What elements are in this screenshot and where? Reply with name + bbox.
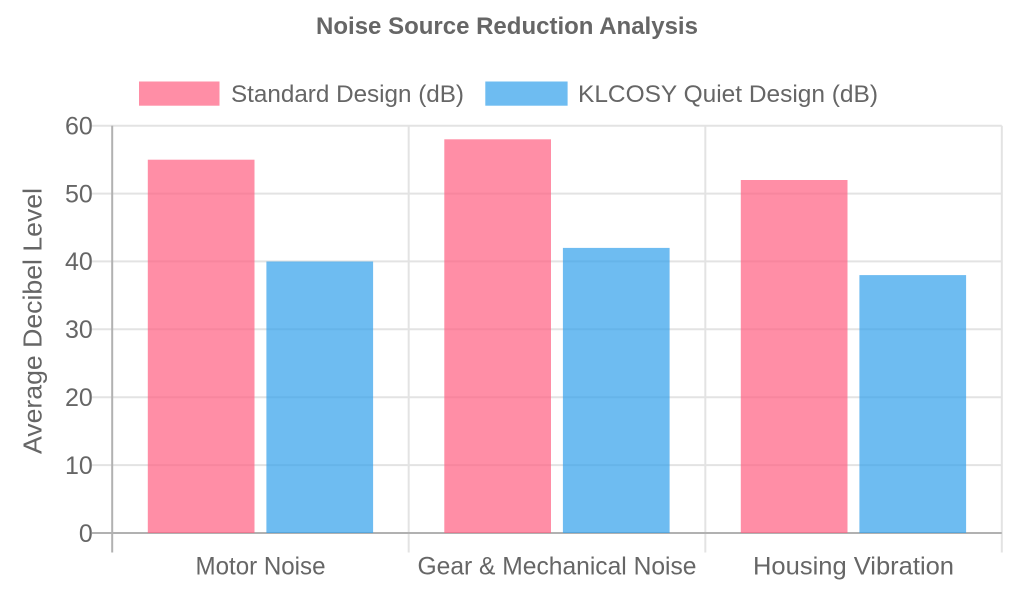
svg-text:Motor Noise: Motor Noise <box>196 552 326 580</box>
svg-text:Noise Source Reduction Analysi: Noise Source Reduction Analysis <box>316 13 698 40</box>
svg-text:Housing Vibration: Housing Vibration <box>753 552 954 580</box>
svg-text:Standard Design (dB): Standard Design (dB) <box>231 81 464 108</box>
svg-text:Average Decibel Level: Average Decibel Level <box>18 188 48 454</box>
svg-text:50: 50 <box>65 180 93 208</box>
svg-text:10: 10 <box>65 452 93 480</box>
svg-text:0: 0 <box>79 520 93 548</box>
svg-text:KLCOSY Quiet Design (dB): KLCOSY Quiet Design (dB) <box>578 81 878 108</box>
svg-text:30: 30 <box>65 316 93 344</box>
svg-text:Gear & Mechanical Noise: Gear & Mechanical Noise <box>418 552 697 580</box>
svg-text:40: 40 <box>65 248 93 276</box>
svg-text:20: 20 <box>65 384 93 412</box>
svg-text:60: 60 <box>65 113 93 141</box>
